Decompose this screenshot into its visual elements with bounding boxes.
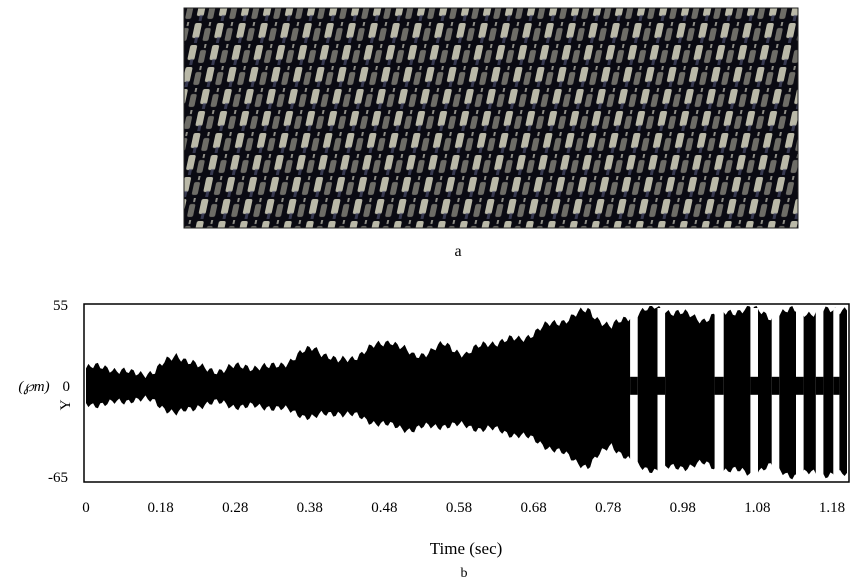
- x-tick-label: 0.58: [446, 500, 472, 516]
- y-tick-label: -65: [48, 470, 68, 486]
- panel-b: 55 0 -65 0 0.18 0.28 0.38 0.48 0.58 0.68 0.78 0.98…: [18, 298, 850, 581]
- x-tick-label: 1.08: [744, 500, 770, 516]
- y-axis-ticks: 55 0 -65: [48, 298, 70, 486]
- signal-layer: [86, 306, 847, 480]
- y-axis-label: (℘m) Y: [18, 379, 74, 410]
- signal-gap-core: [630, 376, 638, 395]
- signal-gap-core: [771, 376, 780, 395]
- x-axis-ticks: 0 0.18 0.28 0.38 0.48 0.58 0.68 0.78 0.98 1.08 1.1…: [82, 500, 845, 516]
- x-tick-label: 0: [82, 500, 90, 516]
- panel-a: a: [183, 7, 799, 260]
- signal-series-1: [86, 306, 847, 480]
- signal-gap-core: [750, 376, 758, 395]
- panel-b-label: b: [461, 566, 468, 581]
- y-axis-unit: (℘m): [18, 379, 49, 395]
- y-axis-title: Y: [58, 399, 74, 410]
- panel-a-label: a: [454, 243, 461, 260]
- x-tick-label: 0.78: [595, 500, 621, 516]
- x-tick-label: 0.28: [222, 500, 248, 516]
- surface-image: [184, 8, 798, 228]
- x-axis-title: Time (sec): [430, 539, 503, 558]
- signal-gap-core: [714, 376, 724, 395]
- signal-gap-core: [833, 376, 840, 395]
- x-tick-label: 1.18: [819, 500, 845, 516]
- y-tick-label: 0: [63, 379, 71, 395]
- x-tick-label: 0.18: [147, 500, 173, 516]
- signal-gap-core: [796, 376, 804, 395]
- surface-image-border: [183, 7, 799, 229]
- x-tick-label: 0.48: [371, 500, 397, 516]
- signal-gap-core: [657, 376, 666, 395]
- x-tick-label: 0.98: [670, 500, 696, 516]
- x-tick-label: 0.68: [520, 500, 546, 516]
- x-tick-label: 0.38: [297, 500, 323, 516]
- signal-gap-core: [815, 376, 824, 395]
- y-tick-label: 55: [53, 298, 68, 314]
